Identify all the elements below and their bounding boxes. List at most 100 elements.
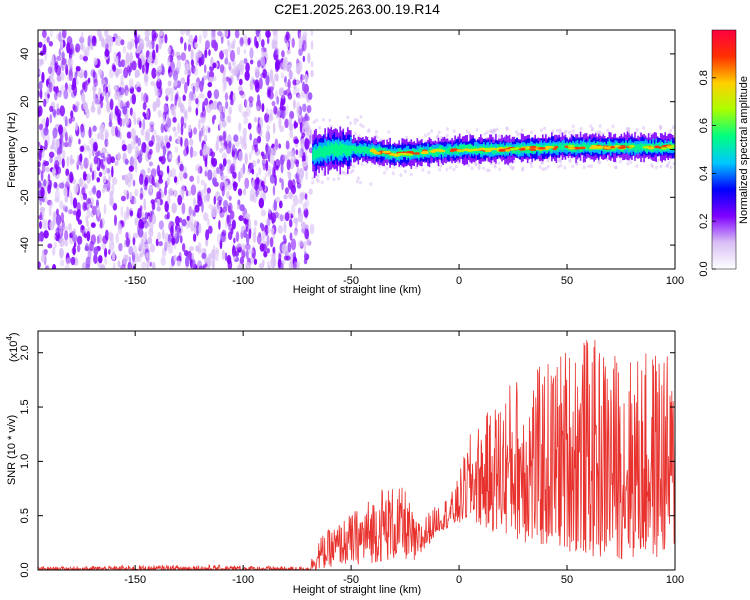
noise-cell: [187, 44, 192, 52]
noise-cell: [195, 107, 199, 116]
signal-band-cell: [315, 150, 317, 160]
noise-cell: [200, 247, 207, 255]
noise-cell: [178, 251, 182, 262]
signal-hotspot: [473, 148, 481, 152]
noise-cell: [132, 265, 136, 269]
noise-cell: [349, 121, 353, 125]
noise-cell: [251, 168, 255, 175]
noise-cell: [257, 135, 262, 144]
noise-cell: [38, 220, 42, 230]
noise-cell: [224, 57, 229, 65]
noise-cell: [48, 205, 52, 217]
noise-cell: [288, 218, 293, 228]
noise-cell: [126, 65, 131, 73]
noise-cell: [120, 264, 126, 269]
snr-panel: -150 -100 -50 0 50 100 0.0 0.5 1.0 1.5 2.0 Height…: [5, 330, 684, 596]
noise-cell: [85, 145, 90, 152]
noise-cell: [219, 169, 224, 176]
signal-band-cell: [336, 143, 339, 158]
noise-cell: [236, 46, 241, 56]
noise-cell: [117, 222, 123, 235]
noise-cell: [452, 129, 456, 133]
snr-y-label: SNR (10 * v/v): [6, 415, 18, 485]
noise-cell: [149, 243, 156, 253]
signal-hotspot: [498, 148, 504, 152]
noise-cell: [138, 42, 144, 50]
signal-band-cell: [495, 147, 497, 154]
noise-cell: [239, 64, 244, 76]
signal-band-cell: [330, 142, 332, 154]
noise-cell: [530, 130, 534, 135]
noise-cell: [111, 250, 116, 261]
noise-cell: [203, 182, 207, 194]
noise-cell: [156, 198, 161, 207]
noise-cell: [39, 206, 46, 213]
noise-cell: [78, 154, 83, 166]
noise-cell: [293, 138, 300, 144]
noise-cell: [40, 170, 44, 182]
noise-cell: [206, 70, 210, 80]
noise-cell: [198, 265, 204, 269]
noise-cell: [117, 152, 122, 161]
noise-cell: [38, 161, 41, 168]
colorbar-tick-label: 0.4: [698, 166, 710, 181]
noise-cell: [289, 129, 294, 139]
noise-cell: [529, 164, 533, 169]
signal-band-cell: [343, 144, 346, 155]
noise-cell: [541, 160, 545, 165]
noise-cell: [80, 31, 84, 40]
noise-cell: [399, 173, 403, 178]
noise-cell: [158, 220, 164, 230]
noise-cell: [251, 144, 254, 155]
noise-cell: [201, 252, 207, 260]
spectrogram-x-label: Height of straight line (km): [293, 284, 421, 296]
noise-cell: [306, 105, 312, 114]
noise-cell: [605, 157, 609, 162]
noise-cell: [272, 185, 276, 196]
noise-cell: [193, 219, 198, 227]
noise-cell: [274, 59, 281, 71]
noise-cell: [149, 210, 153, 223]
noise-cell: [48, 179, 52, 190]
noise-cell: [63, 115, 66, 122]
noise-cell: [283, 221, 287, 234]
signal-band-cell: [362, 146, 364, 152]
noise-cell: [164, 33, 168, 44]
noise-cell: [86, 230, 91, 242]
noise-cell: [143, 220, 149, 229]
noise-cell: [392, 165, 396, 170]
noise-cell: [302, 36, 307, 45]
noise-cell: [280, 262, 284, 269]
noise-cell: [216, 166, 220, 175]
signal-band-cell: [345, 144, 348, 157]
noise-cell: [241, 141, 244, 149]
noise-cell: [58, 144, 63, 155]
signal-band-cell: [561, 144, 564, 152]
noise-cell: [281, 178, 284, 191]
noise-cell: [179, 30, 186, 36]
noise-cell: [207, 90, 212, 99]
noise-cell: [134, 145, 140, 158]
noise-cell: [177, 194, 183, 206]
noise-cell: [157, 75, 160, 82]
noise-cell: [151, 176, 155, 186]
noise-cell: [52, 127, 58, 139]
noise-cell: [295, 79, 300, 85]
noise-cell: [83, 143, 87, 153]
noise-cell: [56, 55, 62, 62]
noise-cell: [170, 49, 175, 58]
noise-cell: [487, 168, 491, 173]
noise-cell: [195, 98, 199, 105]
noise-cell: [213, 114, 217, 121]
signal-hotspot: [487, 149, 492, 152]
noise-cell: [82, 55, 88, 62]
noise-cell: [152, 101, 157, 112]
signal-hotspot: [666, 145, 672, 149]
noise-cell: [141, 55, 147, 65]
noise-cell: [148, 161, 154, 167]
noise-cell: [101, 39, 105, 48]
noise-cell: [129, 51, 133, 64]
noise-cell: [374, 130, 378, 134]
noise-cell: [281, 105, 286, 111]
noise-cell: [218, 219, 221, 231]
